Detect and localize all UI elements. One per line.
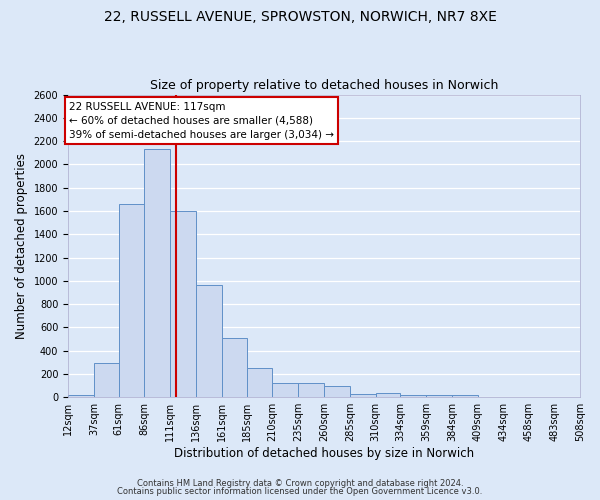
- Bar: [247, 368, 272, 397]
- Y-axis label: Number of detached properties: Number of detached properties: [15, 153, 28, 339]
- Bar: [554, 396, 580, 397]
- Bar: [196, 286, 222, 397]
- X-axis label: Distribution of detached houses by size in Norwich: Distribution of detached houses by size …: [174, 447, 474, 460]
- Bar: [426, 395, 452, 397]
- Text: Contains HM Land Registry data © Crown copyright and database right 2024.: Contains HM Land Registry data © Crown c…: [137, 478, 463, 488]
- Bar: [272, 383, 298, 397]
- Bar: [119, 204, 145, 397]
- Bar: [324, 386, 350, 397]
- Text: 22, RUSSELL AVENUE, SPROWSTON, NORWICH, NR7 8XE: 22, RUSSELL AVENUE, SPROWSTON, NORWICH, …: [104, 10, 496, 24]
- Bar: [529, 396, 554, 397]
- Bar: [400, 395, 426, 397]
- Bar: [452, 395, 478, 397]
- Bar: [350, 394, 376, 397]
- Bar: [68, 395, 94, 397]
- Bar: [298, 383, 324, 397]
- Bar: [478, 396, 503, 397]
- Bar: [94, 363, 119, 397]
- Bar: [145, 150, 170, 397]
- Bar: [503, 396, 529, 397]
- Bar: [376, 393, 400, 397]
- Bar: [170, 211, 196, 397]
- Bar: [222, 338, 247, 397]
- Title: Size of property relative to detached houses in Norwich: Size of property relative to detached ho…: [150, 79, 498, 92]
- Text: Contains public sector information licensed under the Open Government Licence v3: Contains public sector information licen…: [118, 487, 482, 496]
- Text: 22 RUSSELL AVENUE: 117sqm
← 60% of detached houses are smaller (4,588)
39% of se: 22 RUSSELL AVENUE: 117sqm ← 60% of detac…: [69, 102, 334, 140]
